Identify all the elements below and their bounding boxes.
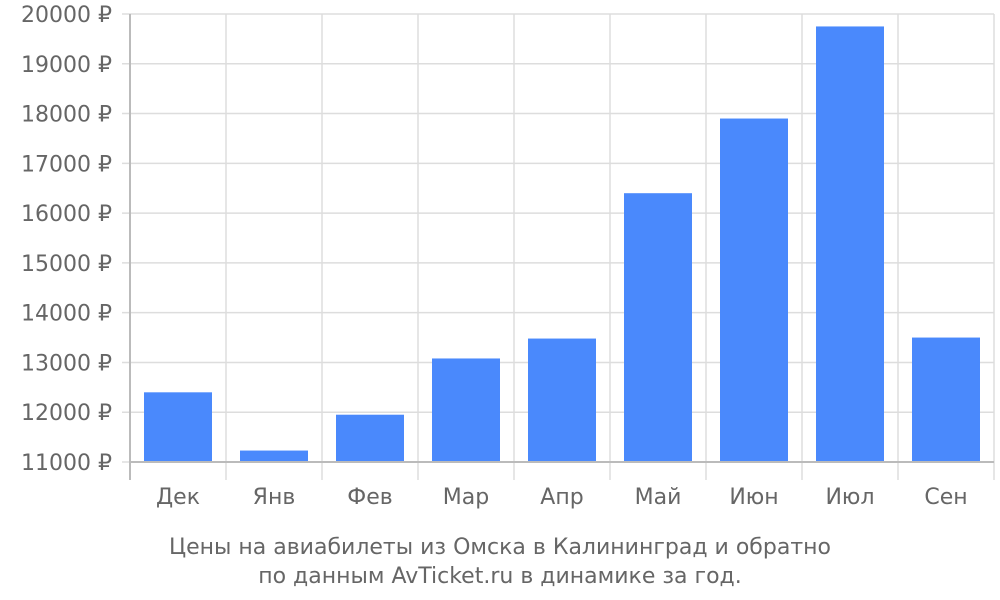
y-tick-label: 11000 ₽ (21, 451, 112, 476)
bars (144, 26, 980, 463)
bar (240, 450, 308, 462)
x-tick-label: Сен (924, 485, 967, 510)
grid (122, 13, 995, 480)
tick-labels: 11000 ₽ 12000 ₽ 13000 ₽ 14000 ₽ 15000 ₽ 16000… (21, 3, 968, 510)
bar (336, 414, 404, 462)
bar (624, 193, 692, 462)
bar-chart: 11000 ₽ 12000 ₽ 13000 ₽ 14000 ₽ 15000 ₽ 16000… (21, 3, 995, 510)
y-tick-label: 15000 ₽ (21, 252, 112, 277)
bar (912, 337, 980, 462)
y-tick-label: 13000 ₽ (21, 351, 112, 376)
chart-caption-line-1: Цены на авиабилеты из Омска в Калинингра… (169, 535, 831, 560)
y-tick-label: 14000 ₽ (21, 302, 112, 327)
axes (129, 14, 994, 480)
x-tick-label: Фев (347, 485, 392, 510)
bar (432, 358, 500, 462)
y-tick-label: 12000 ₽ (21, 401, 112, 426)
bar (528, 338, 596, 462)
bar (720, 118, 788, 463)
y-tick-label: 18000 ₽ (21, 103, 112, 128)
x-tick-label: Апр (540, 485, 583, 510)
y-tick-label: 19000 ₽ (21, 53, 112, 78)
y-tick-label: 16000 ₽ (21, 202, 112, 227)
bar (816, 26, 884, 462)
x-tick-label: Июн (729, 485, 778, 510)
x-tick-label: Янв (253, 485, 296, 510)
x-tick-label: Май (635, 485, 682, 510)
bar (144, 392, 212, 462)
x-tick-label: Дек (156, 485, 200, 510)
chart-caption-line-2: по данным AvTicket.ru в динамике за год. (258, 564, 742, 589)
x-tick-label: Июл (825, 485, 874, 510)
y-tick-label: 17000 ₽ (21, 152, 112, 177)
y-tick-label: 20000 ₽ (21, 3, 112, 28)
x-tick-label: Мар (443, 485, 489, 510)
